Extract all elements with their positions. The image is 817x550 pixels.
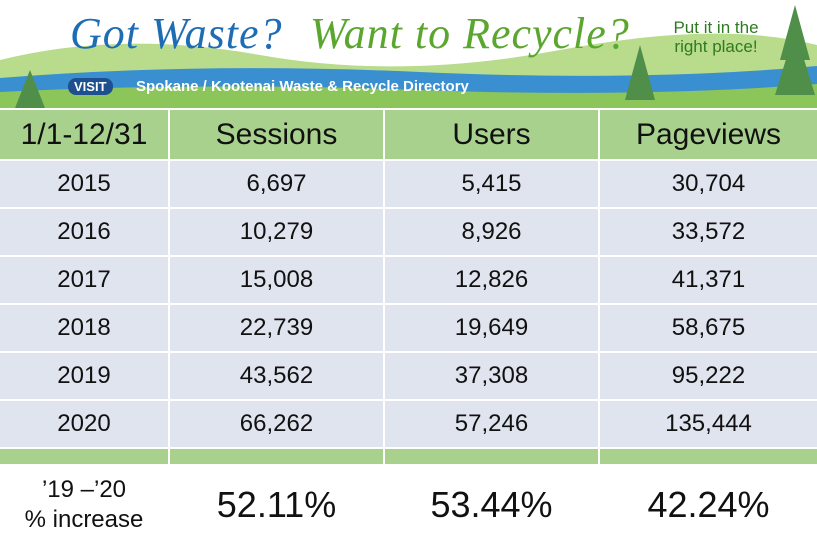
data-cell: 6,697 [170,161,383,207]
data-cell: 19,649 [385,305,598,351]
data-cell: 37,308 [385,353,598,399]
footer-label-line1: ’19 –’20 [42,475,126,505]
data-cell: 5,415 [385,161,598,207]
header-cell: Pageviews [600,110,817,159]
tagline: Put it in the right place! [656,18,776,56]
data-cell: 33,572 [600,209,817,255]
visit-badge: VISIT [68,78,113,95]
data-cell: 2015 [0,161,168,207]
increase-value: 52.11% [170,466,383,544]
data-cell: 12,826 [385,257,598,303]
data-cell: 15,008 [170,257,383,303]
footer-label: ’19 –’20% increase [0,466,168,544]
data-cell: 2016 [0,209,168,255]
data-cell: 41,371 [600,257,817,303]
data-cell: 57,246 [385,401,598,447]
data-cell: 58,675 [600,305,817,351]
data-cell: 43,562 [170,353,383,399]
separator-cell [385,449,598,464]
page: Got Waste? Want to Recycle? Put it in th… [0,0,817,550]
separator-cell [170,449,383,464]
data-cell: 2018 [0,305,168,351]
footer-label-line2: % increase [25,505,144,535]
data-cell: 22,739 [170,305,383,351]
data-cell: 95,222 [600,353,817,399]
increase-value: 42.24% [600,466,817,544]
data-cell: 30,704 [600,161,817,207]
separator-row [0,449,817,464]
data-cell: 66,262 [170,401,383,447]
header-cell: Users [385,110,598,159]
title-part1: Got Waste? [70,8,283,59]
data-cell: 2020 [0,401,168,447]
data-cell: 10,279 [170,209,383,255]
header-cell: Sessions [170,110,383,159]
separator-cell [0,449,168,464]
data-cell: 8,926 [385,209,598,255]
header-cell: 1/1-12/31 [0,110,168,159]
increase-value: 53.44% [385,466,598,544]
banner: Got Waste? Want to Recycle? Put it in th… [0,0,817,108]
directory-name: Spokane / Kootenai Waste & Recycle Direc… [136,78,469,95]
title-part2: Want to Recycle? [310,8,630,59]
separator-cell [600,449,817,464]
data-cell: 2017 [0,257,168,303]
data-cell: 135,444 [600,401,817,447]
data-cell: 2019 [0,353,168,399]
